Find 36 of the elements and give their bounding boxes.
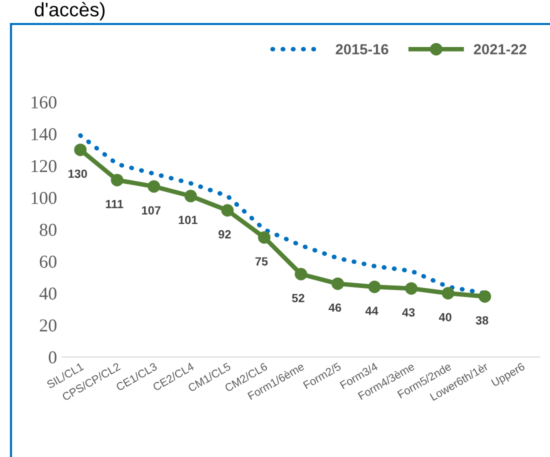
- point: [368, 280, 381, 294]
- chart-title: d'accès): [34, 2, 105, 20]
- point: [258, 231, 270, 244]
- legend-label: 2015-16: [336, 44, 388, 54]
- data-label: 101: [178, 216, 198, 224]
- y-tick-label: 160: [32, 96, 56, 108]
- legend-label: 2021-22: [474, 44, 526, 54]
- data-label: 111: [106, 200, 124, 208]
- data-label: 43: [402, 308, 415, 317]
- point: [110, 174, 124, 186]
- point: [74, 144, 87, 156]
- data-label: 40: [438, 313, 452, 322]
- y-tick-label: 80: [40, 224, 56, 236]
- data-label: 130: [68, 170, 87, 178]
- point: [442, 287, 454, 300]
- data-label: 75: [255, 257, 268, 266]
- point: [184, 190, 197, 202]
- y-tick-label: 100: [32, 192, 56, 204]
- data-label: 107: [142, 206, 160, 215]
- y-tick-label: 60: [40, 256, 56, 268]
- data-label: 52: [292, 294, 304, 302]
- point: [221, 204, 234, 217]
- point: [148, 180, 160, 193]
- data-label: 46: [328, 303, 342, 312]
- data-label: 38: [476, 316, 488, 325]
- y-tick-label: 140: [32, 128, 56, 140]
- y-tick-label: 0: [48, 351, 56, 364]
- y-tick-label: 20: [40, 319, 56, 332]
- y-tick-label: 120: [32, 160, 56, 172]
- data-label: 92: [218, 230, 231, 238]
- y-tick-label: 40: [39, 288, 56, 300]
- data-label: 44: [365, 306, 378, 315]
- point: [332, 277, 344, 290]
- point: [478, 290, 492, 303]
- point: [294, 268, 308, 280]
- point: [405, 282, 418, 295]
